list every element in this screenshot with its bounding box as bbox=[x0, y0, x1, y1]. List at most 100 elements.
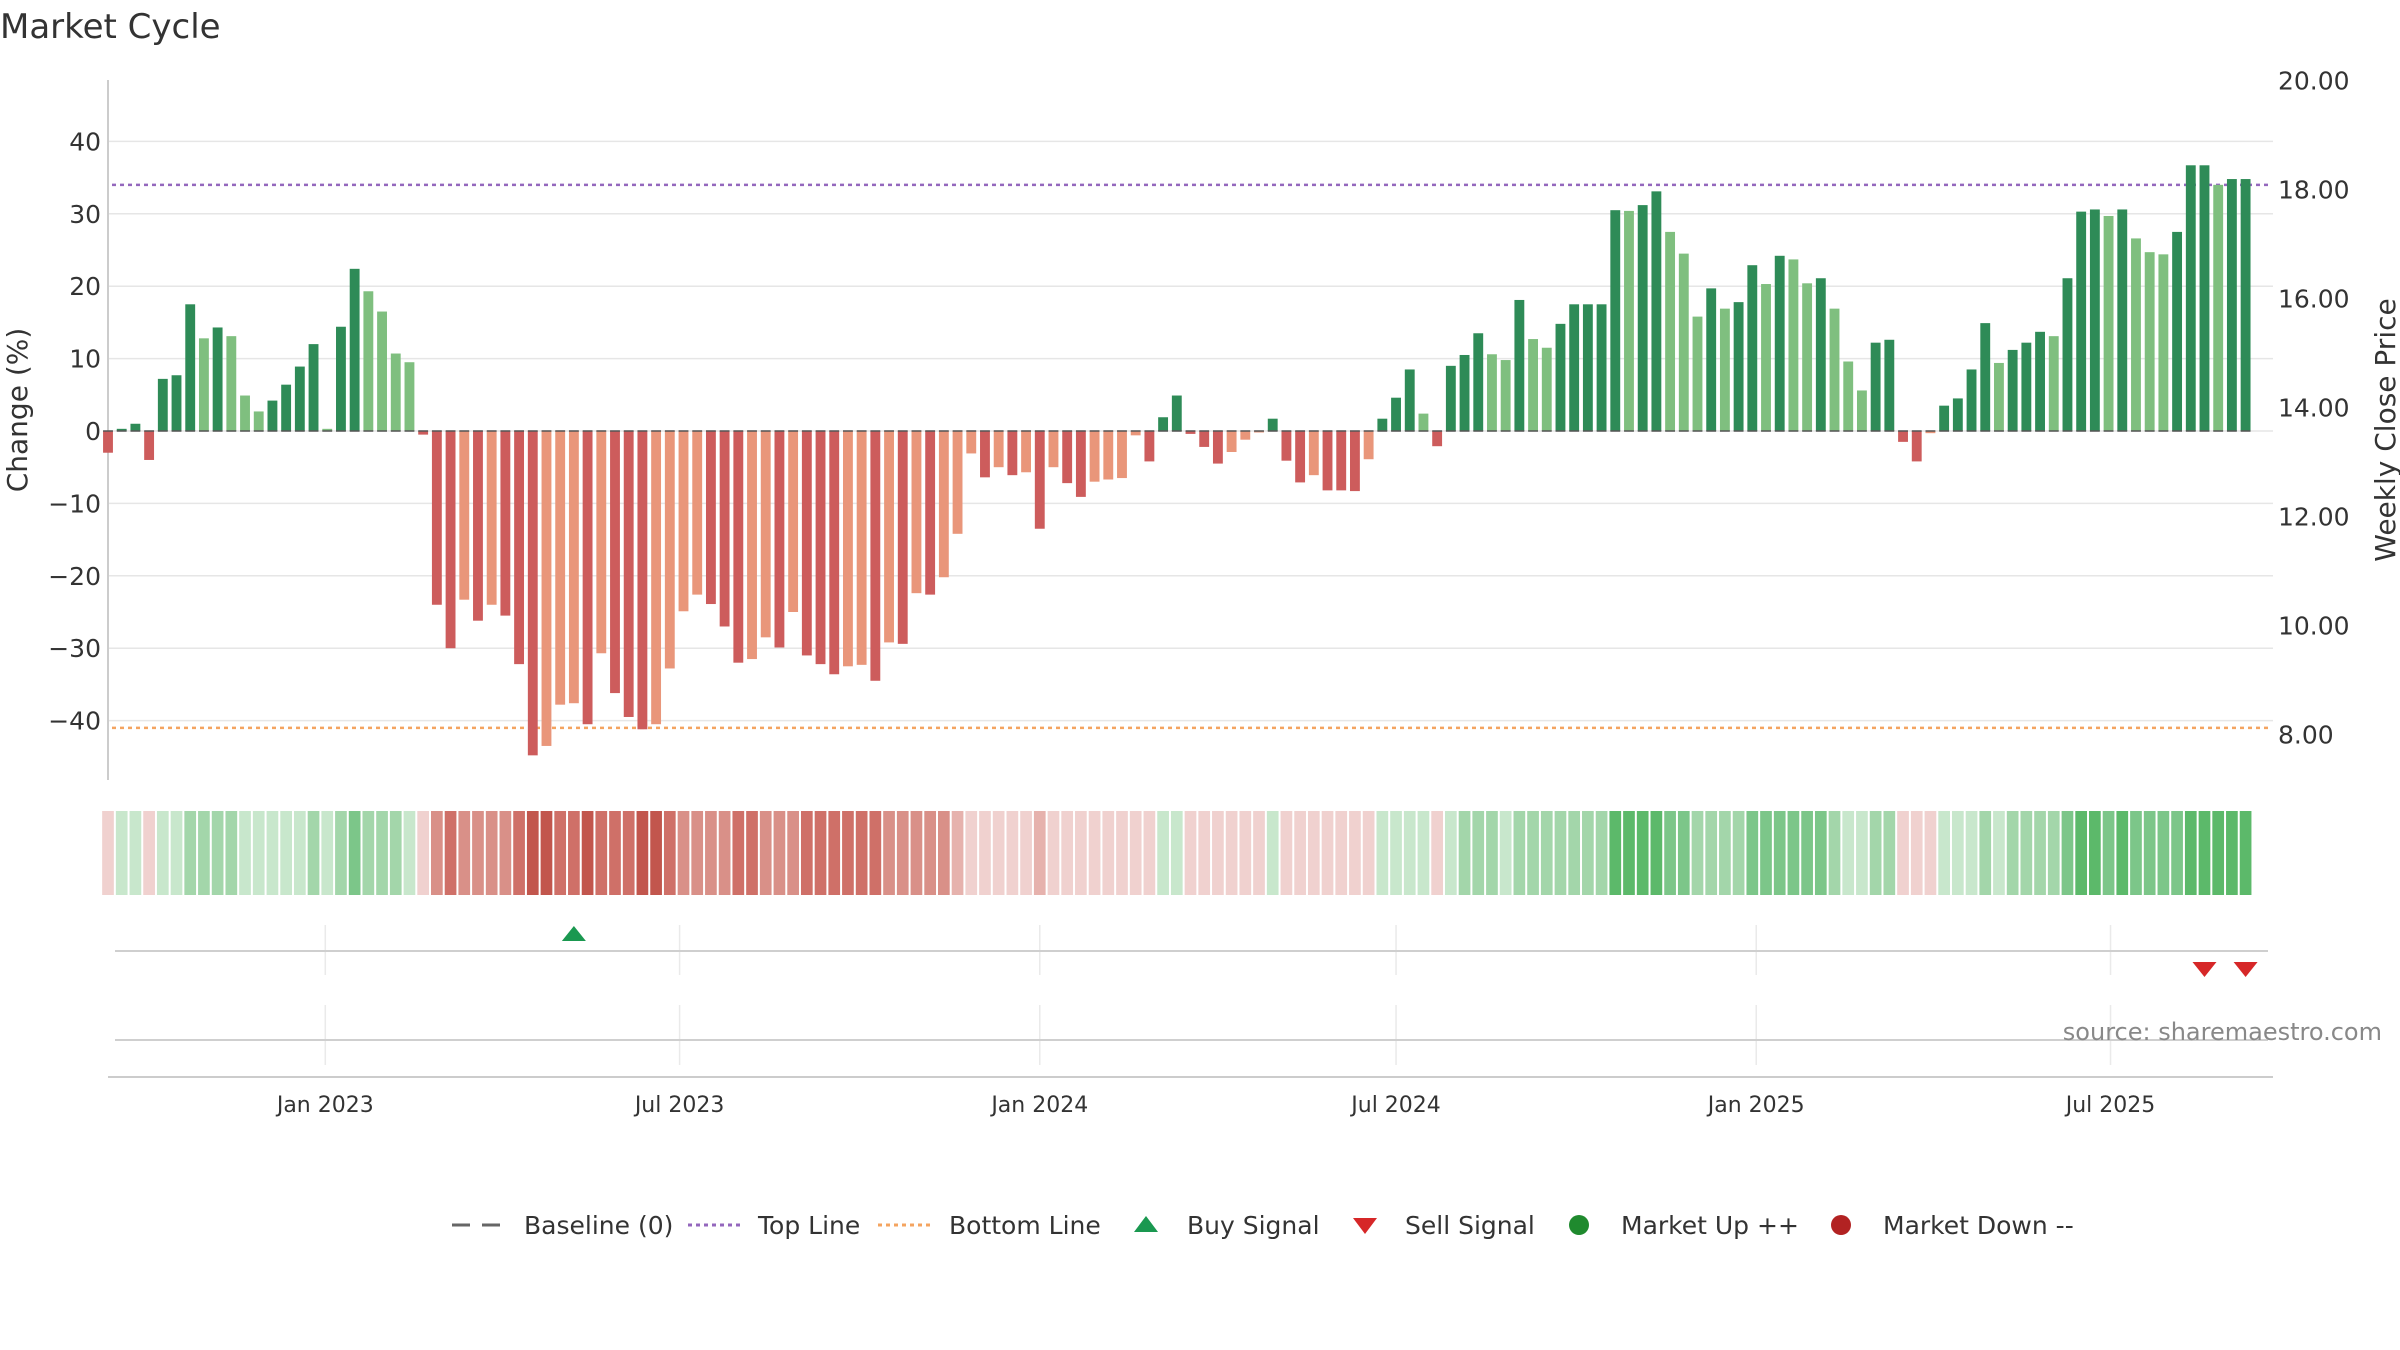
heatmap-cell bbox=[1993, 811, 2005, 895]
bar bbox=[692, 431, 703, 595]
bar bbox=[1610, 210, 1621, 431]
legend-item: Buy Signal bbox=[1134, 1211, 1320, 1240]
bar bbox=[980, 431, 990, 478]
heatmap-cell bbox=[2116, 811, 2129, 895]
bar bbox=[1144, 431, 1155, 462]
legend-item: Top Line bbox=[688, 1211, 860, 1240]
heatmap-cell bbox=[1965, 811, 1978, 895]
legend-item: Market Down -- bbox=[1831, 1211, 2074, 1240]
bar bbox=[1308, 431, 1319, 476]
bar bbox=[1418, 413, 1429, 431]
bar bbox=[623, 431, 634, 717]
heatmap-cell bbox=[924, 811, 937, 895]
heatmap-cell bbox=[1116, 811, 1128, 895]
bar bbox=[1911, 431, 1922, 462]
heatmap-cell bbox=[1951, 811, 1964, 895]
heatmap-cell bbox=[965, 811, 978, 895]
bar bbox=[1952, 398, 1963, 431]
bar bbox=[1281, 431, 1292, 461]
heatmap-cell bbox=[1143, 811, 1156, 895]
y-tick-label: −30 bbox=[48, 634, 101, 663]
y-tick-label: −40 bbox=[48, 707, 101, 736]
bar bbox=[1267, 418, 1278, 431]
bar bbox=[2199, 165, 2210, 432]
heatmap-cell bbox=[1719, 811, 1731, 895]
bar bbox=[212, 327, 223, 431]
bar bbox=[815, 431, 826, 665]
bar bbox=[829, 431, 840, 675]
heatmap-cell bbox=[1609, 811, 1622, 895]
bar bbox=[1802, 283, 1813, 431]
bar bbox=[1994, 362, 2004, 431]
bar bbox=[747, 431, 757, 660]
bar bbox=[500, 431, 511, 616]
heatmap-cell bbox=[1664, 811, 1676, 895]
heatmap-cell bbox=[718, 811, 731, 895]
bar bbox=[1445, 365, 1456, 431]
heatmap-cell bbox=[1595, 811, 1608, 895]
y-right-tick-label: 10.00 bbox=[2278, 611, 2350, 640]
heatmap-cell bbox=[1390, 811, 1402, 895]
bar bbox=[1021, 431, 1032, 473]
heatmap-cell bbox=[677, 811, 690, 895]
y-right-tick-label: 16.00 bbox=[2278, 284, 2350, 313]
heatmap-cell bbox=[1499, 811, 1512, 895]
heatmap-cell bbox=[1362, 811, 1375, 895]
heatmap-cell bbox=[403, 811, 416, 895]
y-axis-label-right: Weekly Close Price bbox=[2369, 298, 2400, 561]
bar bbox=[1103, 431, 1114, 480]
heatmap-cell bbox=[842, 811, 854, 895]
bar bbox=[1089, 431, 1100, 482]
legend-item: Baseline (0) bbox=[452, 1211, 673, 1240]
bar bbox=[938, 431, 949, 578]
heatmap-cell bbox=[1294, 811, 1306, 895]
bar bbox=[843, 431, 853, 667]
bar bbox=[1130, 431, 1141, 436]
heatmap-cell bbox=[1170, 811, 1183, 895]
bar bbox=[486, 431, 497, 605]
heatmap-cell bbox=[869, 811, 882, 895]
bar bbox=[651, 431, 662, 725]
bar bbox=[514, 431, 525, 665]
heatmap-cell bbox=[1924, 811, 1937, 895]
bar bbox=[596, 431, 607, 654]
bar bbox=[1473, 333, 1484, 431]
heatmap-cell bbox=[1691, 811, 1704, 895]
legend-label: Baseline (0) bbox=[524, 1211, 673, 1240]
heatmap-cell bbox=[1075, 811, 1087, 895]
bar bbox=[1582, 304, 1593, 431]
heatmap-cell bbox=[581, 811, 594, 895]
heatmap-cell bbox=[1061, 811, 1074, 895]
bars bbox=[103, 165, 2251, 756]
bar bbox=[459, 431, 470, 600]
bar bbox=[1980, 323, 1991, 431]
heatmap-cell bbox=[1650, 811, 1663, 895]
heatmap-cell bbox=[1554, 811, 1567, 895]
bar bbox=[1665, 231, 1676, 431]
heatmap-cell bbox=[1157, 811, 1169, 895]
y-tick-label: 20 bbox=[69, 272, 101, 301]
bar bbox=[555, 431, 566, 705]
bar bbox=[157, 378, 168, 431]
bar bbox=[1637, 205, 1648, 431]
bar bbox=[884, 431, 894, 643]
heatmap-cell bbox=[431, 811, 443, 895]
heatmap-cell bbox=[1047, 811, 1060, 895]
heatmap-cell bbox=[663, 811, 676, 895]
y-axis-label-left: Change (%) bbox=[1, 328, 34, 493]
heatmap-cell bbox=[2157, 811, 2170, 895]
bar bbox=[2076, 211, 2087, 431]
heatmap-cell bbox=[1513, 811, 1526, 895]
heatmap-cell bbox=[1828, 811, 1841, 895]
bar bbox=[1829, 308, 1840, 431]
bar bbox=[1075, 431, 1086, 497]
heatmap-cell bbox=[800, 811, 813, 895]
bar bbox=[1007, 431, 1018, 476]
heatmap-cell bbox=[992, 811, 1005, 895]
heatmap-cell bbox=[2020, 811, 2033, 895]
heatmap-cell bbox=[1760, 811, 1772, 895]
heatmap-cell bbox=[1198, 811, 1211, 895]
heatmap-cell bbox=[1307, 811, 1320, 895]
heatmap-cell bbox=[513, 811, 525, 895]
